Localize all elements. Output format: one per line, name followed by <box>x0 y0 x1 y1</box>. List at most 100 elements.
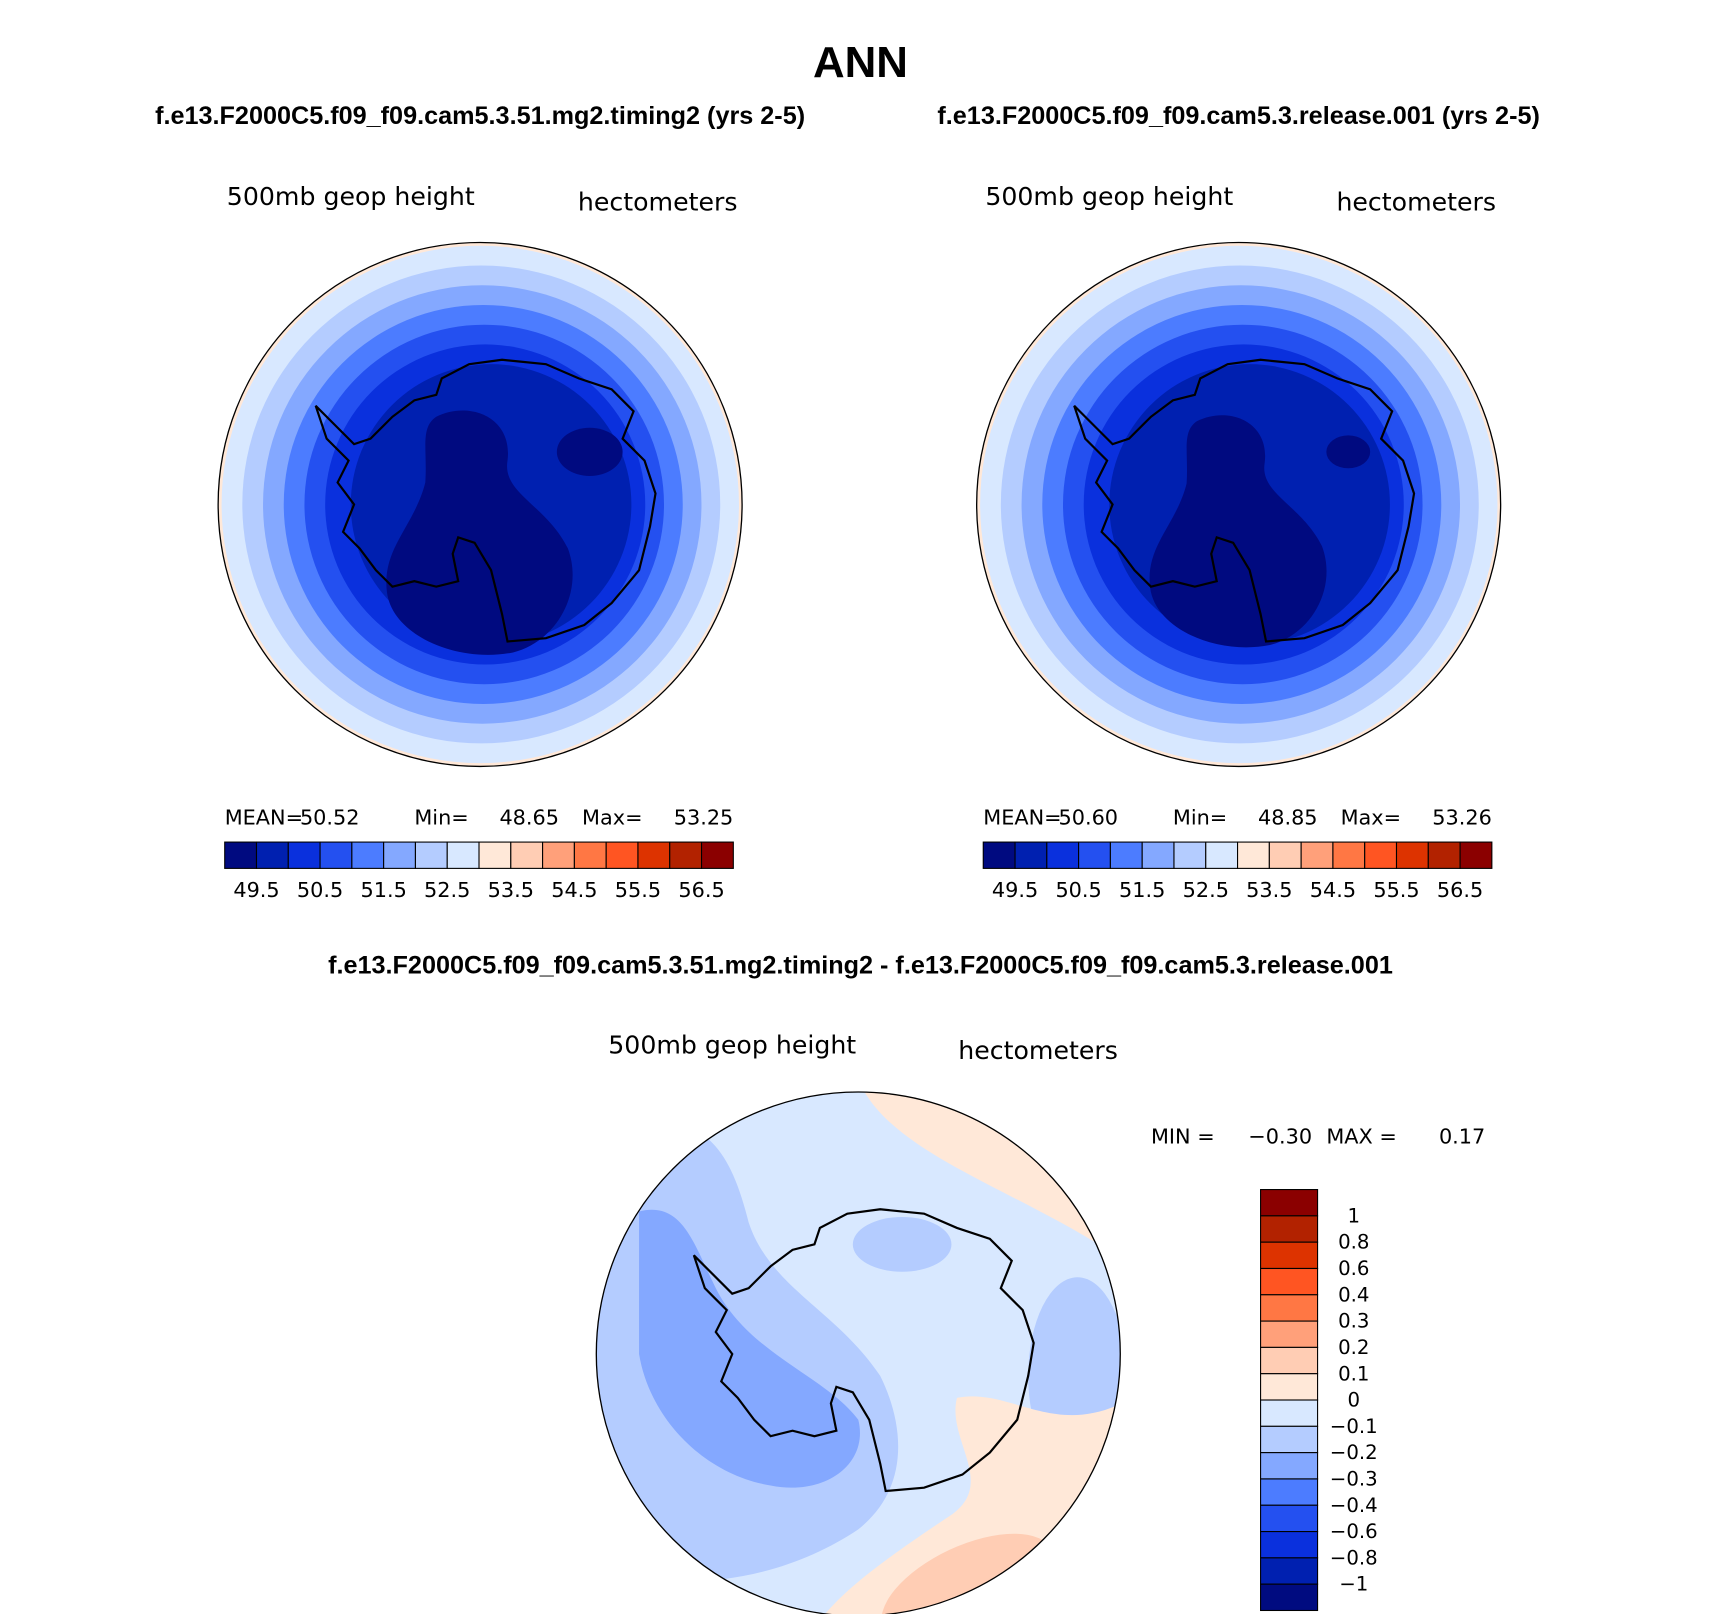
variable-label: 500mb geop height <box>608 1031 856 1060</box>
colorbar-box <box>319 841 353 869</box>
colorbar-box <box>605 841 639 869</box>
colorbar-box <box>1300 841 1334 869</box>
colorbar-box <box>287 841 321 869</box>
colorbar-box <box>1260 1478 1319 1506</box>
case-title: f.e13.F2000C5.f09_f09.cam5.3.release.001… <box>937 102 1539 130</box>
colorbar-box <box>1260 1267 1319 1296</box>
stat-value: 0.17 <box>1439 1125 1485 1149</box>
colorbar-label: −0.6 <box>1330 1520 1378 1543</box>
colorbar-label: 55.5 <box>1373 878 1419 902</box>
colorbar-box <box>351 841 385 869</box>
colorbar-label: 52.5 <box>1183 878 1229 902</box>
colorbar-box <box>1260 1215 1319 1243</box>
map <box>596 1092 1121 1614</box>
stat-label: MIN = <box>1151 1125 1215 1149</box>
figure-title: ANN <box>813 38 908 87</box>
stat-label: Max= <box>582 806 642 830</box>
colorbar-box <box>1260 1452 1319 1480</box>
colorbar-box <box>573 841 607 869</box>
colorbar-box <box>1260 1425 1319 1454</box>
colorbar-box <box>1459 841 1493 869</box>
colorbar-label: −0.2 <box>1330 1441 1378 1464</box>
units-label: hectometers <box>1336 188 1496 217</box>
colorbar-box <box>255 841 289 869</box>
colorbar-label: 53.5 <box>488 878 534 902</box>
units-label: hectometers <box>578 188 738 217</box>
colorbar-label: 0.2 <box>1338 1336 1369 1359</box>
stat-value: 50.52 <box>300 806 360 830</box>
map <box>217 241 743 768</box>
colorbar-box <box>1260 1189 1319 1217</box>
colorbar-label: 49.5 <box>992 878 1038 902</box>
map-border <box>217 241 743 768</box>
colorbar-box <box>1260 1320 1319 1348</box>
colorbar-label: 0.4 <box>1338 1283 1369 1306</box>
map <box>976 241 1502 768</box>
colorbar-box <box>1268 841 1302 869</box>
colorbar-box <box>1364 841 1398 869</box>
colorbar-label: −0.3 <box>1330 1468 1378 1491</box>
colorbar-box <box>478 841 512 869</box>
contour-band <box>639 1209 860 1488</box>
stat-value: 48.65 <box>499 806 559 830</box>
colorbar-box <box>1109 841 1143 869</box>
colorbar-box <box>1078 841 1111 869</box>
stat-label: Min= <box>1173 806 1227 830</box>
colorbar-label: −0.4 <box>1330 1494 1378 1517</box>
colorbar-label: 52.5 <box>424 878 470 902</box>
contour-band <box>852 1216 952 1272</box>
colorbar-box <box>1046 841 1080 869</box>
colorbar-box <box>1260 1583 1319 1612</box>
colorbar-box <box>1260 1294 1319 1322</box>
contour-band <box>1326 435 1371 469</box>
colorbar-box <box>1427 841 1461 869</box>
stat-label: MEAN= <box>983 806 1061 830</box>
colorbar-box <box>1332 841 1366 869</box>
stat-value: −0.30 <box>1248 1125 1312 1149</box>
stat-value: 50.60 <box>1058 806 1118 830</box>
colorbar-box <box>1395 841 1429 869</box>
stat-label: MAX = <box>1326 1125 1397 1149</box>
colorbar-label: 50.5 <box>297 878 343 902</box>
colorbar-box <box>637 841 671 869</box>
colorbar-label: 0.3 <box>1338 1310 1369 1333</box>
colorbar-label: 0 <box>1347 1389 1360 1412</box>
contour-band <box>556 427 623 476</box>
colorbar-box <box>669 841 703 869</box>
case-title: f.e13.F2000C5.f09_f09.cam5.3.51.mg2.timi… <box>155 102 805 130</box>
colorbar-box <box>1260 1373 1319 1401</box>
colorbar-label: 54.5 <box>551 878 597 902</box>
stat-label: MEAN= <box>225 806 303 830</box>
colorbar-box <box>1260 1557 1319 1585</box>
colorbar-box <box>1260 1346 1319 1375</box>
colorbar-box <box>414 841 448 869</box>
colorbar-box <box>1260 1531 1319 1559</box>
colorbar-label: 56.5 <box>1437 878 1483 902</box>
colorbar-box <box>1014 841 1048 869</box>
contour-band <box>386 410 573 655</box>
difference-title: f.e13.F2000C5.f09_f09.cam5.3.51.mg2.timi… <box>328 952 1393 980</box>
colorbar-label: 0.8 <box>1338 1231 1369 1254</box>
colorbar-box <box>1141 841 1175 869</box>
colorbar-box <box>383 841 416 869</box>
colorbar-label: 55.5 <box>615 878 661 902</box>
map-border <box>595 1091 1121 1614</box>
colorbar-label: 54.5 <box>1310 878 1356 902</box>
stat-label: Min= <box>414 806 468 830</box>
stat-label: Max= <box>1341 806 1401 830</box>
variable-label: 500mb geop height <box>227 182 475 211</box>
colorbar-label: 0.6 <box>1338 1257 1369 1280</box>
units-label: hectometers <box>958 1036 1118 1065</box>
colorbar-box <box>1260 1399 1319 1427</box>
colorbar-box <box>446 841 480 869</box>
colorbar-box <box>982 841 1016 869</box>
colorbar-label: −0.8 <box>1330 1546 1378 1569</box>
colorbar-label: 56.5 <box>678 878 724 902</box>
colorbar-box <box>1173 841 1207 869</box>
colorbar-label: 53.5 <box>1246 878 1292 902</box>
colorbar-label: −1 <box>1339 1573 1368 1596</box>
colorbar-label: 50.5 <box>1055 878 1101 902</box>
stat-value: 53.25 <box>674 806 734 830</box>
